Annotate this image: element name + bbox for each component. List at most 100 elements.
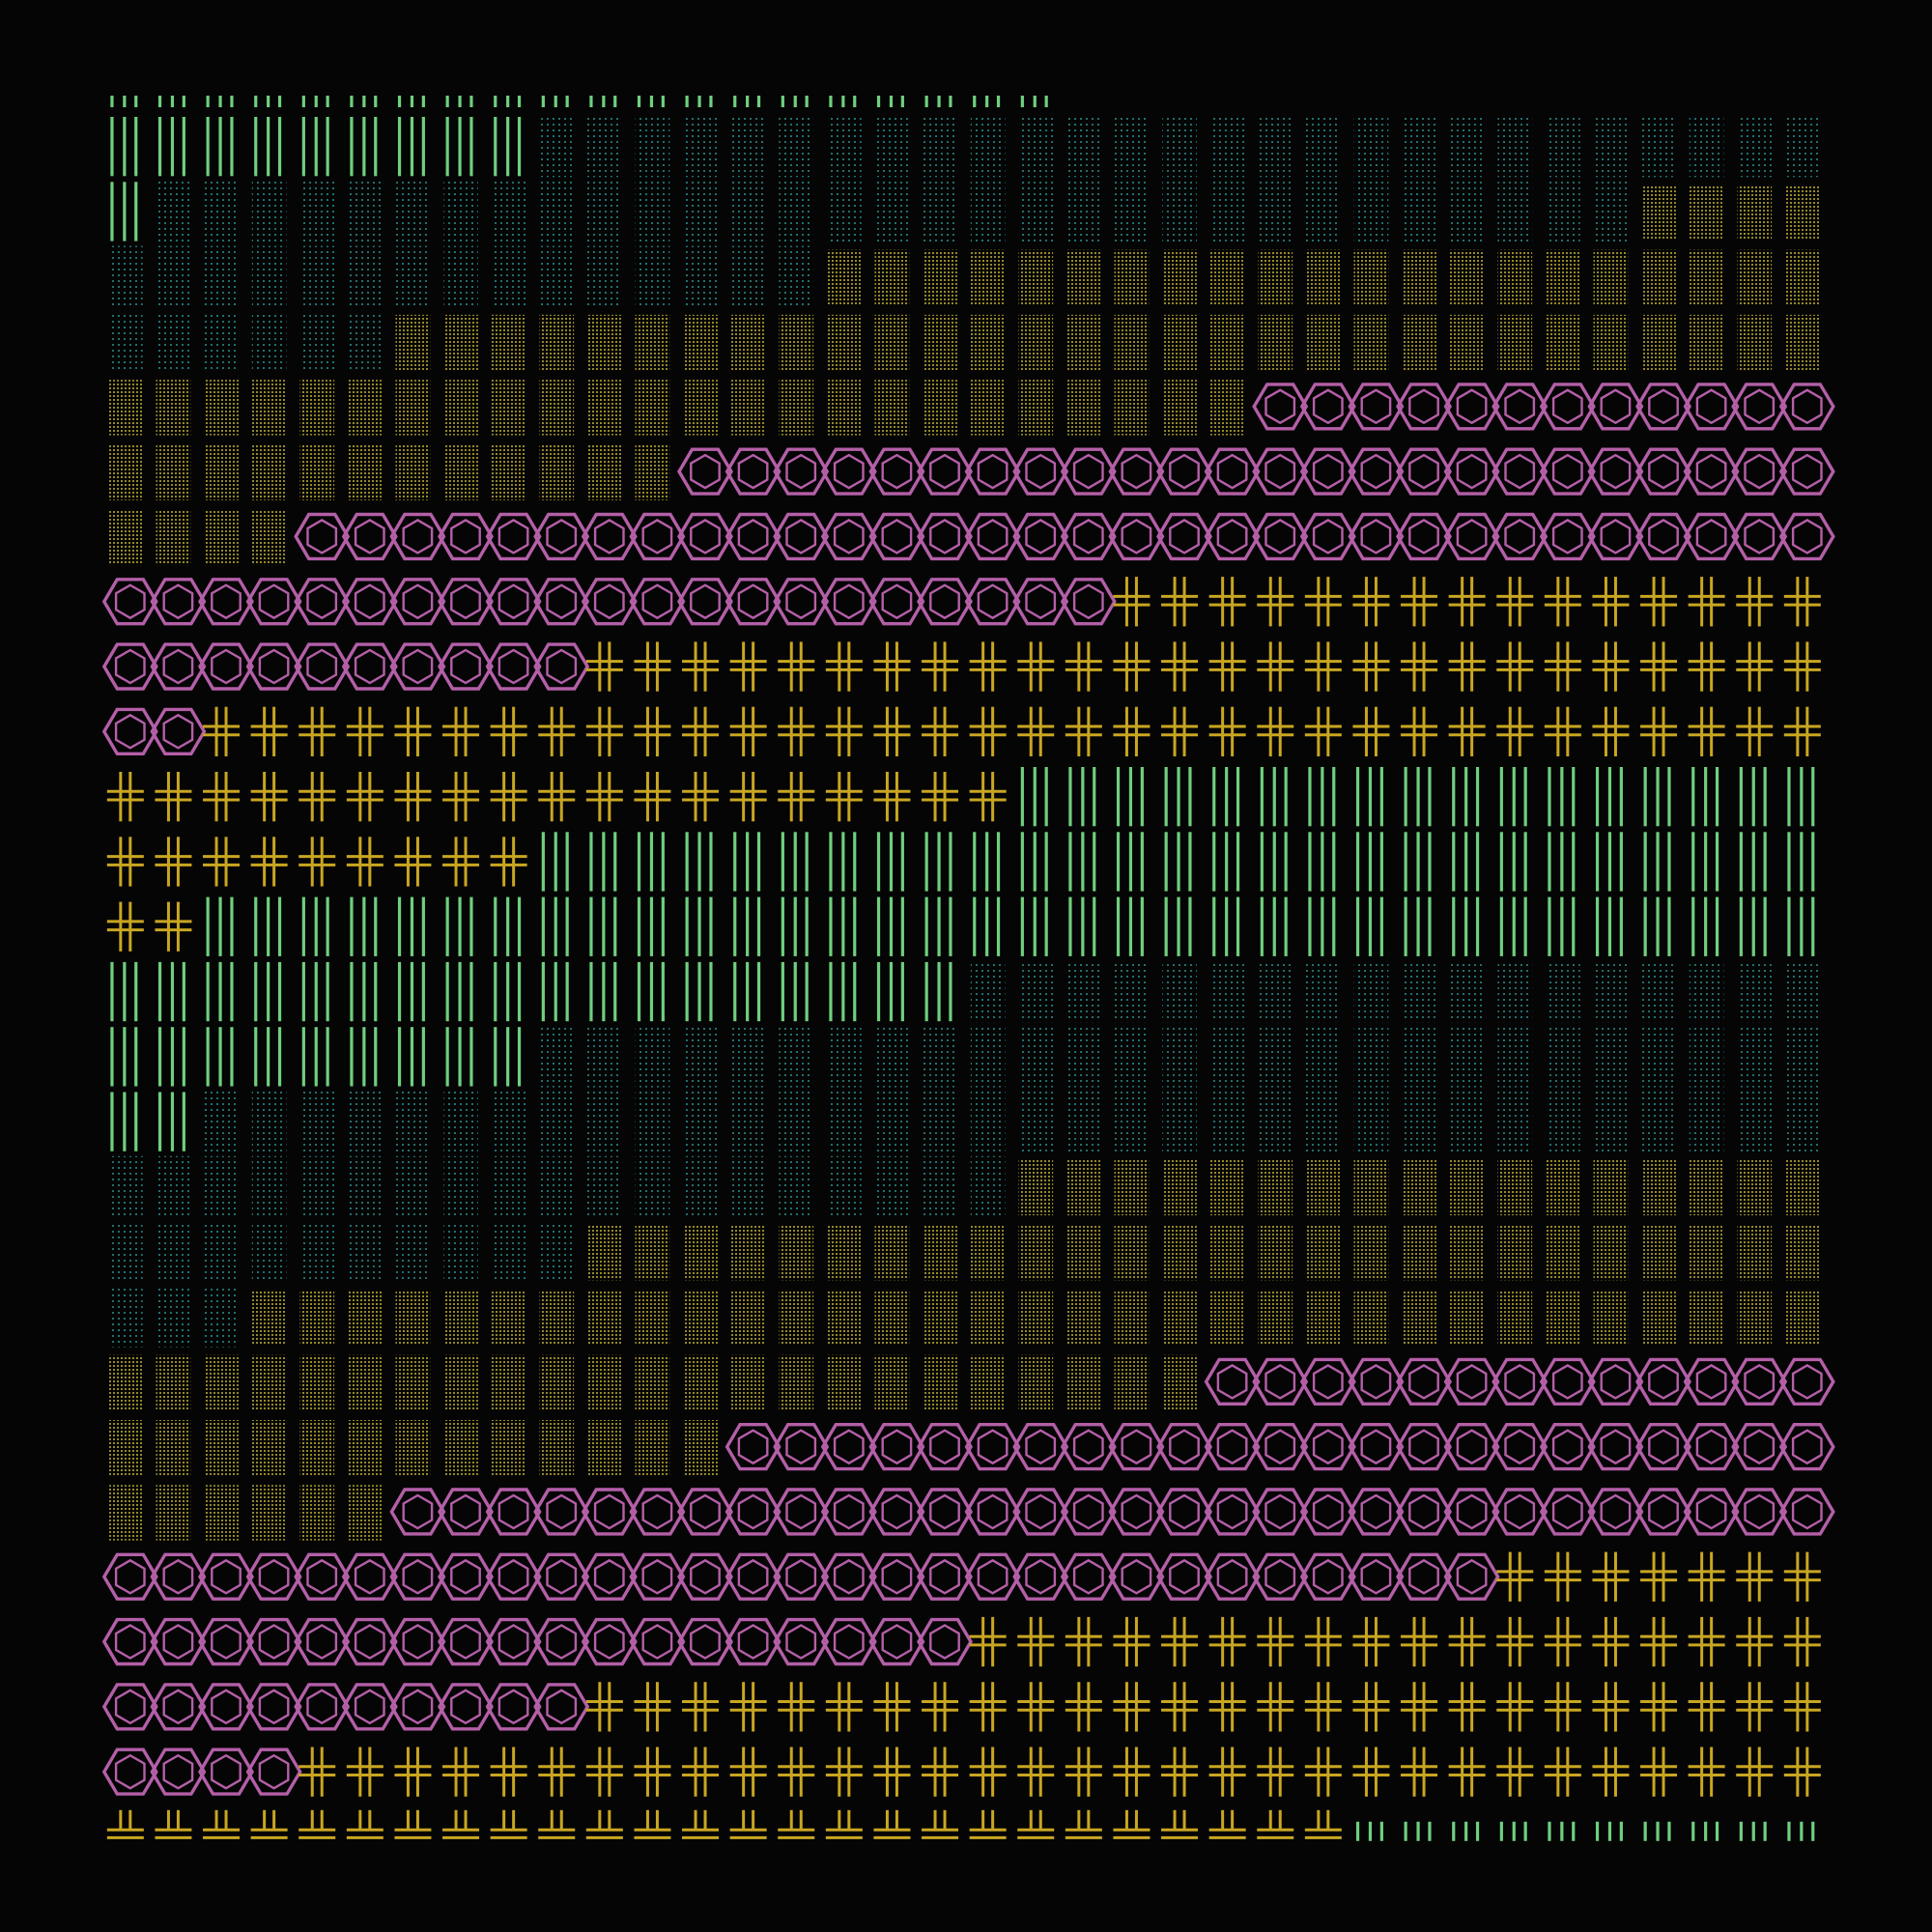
teal-dots-glyph xyxy=(587,1155,622,1218)
bars-glyph xyxy=(110,1092,138,1151)
teal-dots-glyph xyxy=(1258,116,1293,178)
yellow-dots-glyph xyxy=(395,1290,431,1346)
yellow-dots-glyph xyxy=(1689,185,1724,241)
hexagon-glyph xyxy=(1156,1488,1212,1536)
teal-dots-glyph xyxy=(299,1221,335,1283)
hexagon-glyph xyxy=(1012,1552,1069,1601)
teal-dots-glyph xyxy=(251,1155,287,1218)
bars-glyph xyxy=(1020,896,1048,956)
yellow-dots-glyph xyxy=(1353,1159,1389,1216)
cross-glyph xyxy=(1496,706,1534,756)
teal-dots-glyph xyxy=(1641,960,1676,1023)
hexagon-glyph xyxy=(1492,383,1548,431)
hexagon-glyph xyxy=(629,1552,686,1601)
teal-dots-glyph xyxy=(779,245,814,307)
cross-glyph xyxy=(1113,1616,1151,1667)
yellow-dots-glyph xyxy=(1114,314,1150,371)
yellow-dots-glyph xyxy=(395,314,431,371)
teal-dots-glyph xyxy=(730,1026,766,1088)
hexagon-glyph xyxy=(1204,447,1261,496)
cross-glyph xyxy=(634,641,671,692)
hexagon-glyph xyxy=(485,1552,542,1601)
hexagon-glyph xyxy=(964,512,1021,561)
hexagon-glyph xyxy=(533,512,590,561)
hexagon-glyph xyxy=(1348,447,1405,496)
hexagon-glyph xyxy=(389,1552,446,1601)
teal-dots-glyph xyxy=(1641,1091,1676,1152)
yellow-dots-glyph xyxy=(587,314,622,371)
hexagon-glyph xyxy=(1348,1422,1405,1471)
yellow-dots-glyph xyxy=(1689,1225,1724,1281)
yellow-dots-glyph xyxy=(348,444,383,500)
cross-glyph xyxy=(1065,1747,1102,1797)
hexagon-glyph xyxy=(1012,447,1069,496)
cross-glyph xyxy=(106,901,144,952)
cross-glyph xyxy=(969,1682,1007,1732)
teal-dots-glyph xyxy=(1593,181,1629,242)
yellow-dots-glyph xyxy=(204,380,239,436)
bars-glyph xyxy=(301,961,329,1022)
teal-dots-glyph xyxy=(491,1221,526,1283)
teal-dots-glyph xyxy=(1018,960,1054,1023)
bars-glyph xyxy=(1452,767,1480,827)
hexagon-glyph xyxy=(1587,383,1644,431)
cross-glyph xyxy=(1113,1682,1151,1732)
hexagon-glyph xyxy=(1539,447,1596,496)
glyph-grid xyxy=(101,96,1835,1841)
teal-dots-glyph xyxy=(635,1155,670,1218)
teal-dots-glyph xyxy=(1497,1026,1533,1088)
cross-glyph xyxy=(1736,1551,1774,1602)
yellow-dots-glyph xyxy=(1497,249,1533,305)
yellow-dots-glyph xyxy=(827,1354,862,1410)
yellow-dots-glyph xyxy=(827,380,862,436)
yellow-dots-glyph xyxy=(1018,380,1054,436)
yellow-dots-glyph xyxy=(1737,1159,1773,1216)
hexagon-glyph xyxy=(1060,512,1117,561)
hexagon-glyph xyxy=(1778,383,1835,431)
yellow-dots-glyph xyxy=(348,380,383,436)
cross-glyph xyxy=(729,1747,767,1797)
yellow-dots-glyph xyxy=(108,1420,143,1476)
teal-dots-glyph xyxy=(108,310,143,373)
teal-dots-glyph xyxy=(108,245,143,307)
yellow-dots-glyph xyxy=(1306,1290,1341,1346)
hexagon-glyph xyxy=(820,578,877,626)
cross-glyph xyxy=(1113,641,1151,692)
hexagon-glyph xyxy=(1252,1552,1309,1601)
hexagon-glyph xyxy=(1252,1357,1309,1406)
bars-glyph xyxy=(1691,832,1719,892)
teal-dots-glyph xyxy=(970,1026,1006,1088)
bars-glyph xyxy=(157,117,185,177)
bars-glyph xyxy=(1068,832,1096,892)
hexagon-glyph xyxy=(1252,512,1309,561)
cross-glyph xyxy=(442,1747,480,1797)
yellow-dots-glyph xyxy=(1162,1354,1197,1410)
cross-glyph xyxy=(394,772,432,822)
cross-glyph xyxy=(1688,1747,1725,1797)
bars-glyph xyxy=(157,1092,185,1151)
teal-dots-glyph xyxy=(587,1091,622,1152)
ledge-glyph xyxy=(203,1809,241,1839)
yellow-dots-glyph xyxy=(491,1290,526,1346)
hexagon-glyph xyxy=(533,1617,590,1666)
cross-glyph xyxy=(873,1682,911,1732)
hexagon-glyph xyxy=(1731,1422,1788,1471)
cross-glyph xyxy=(682,641,720,692)
hexagon-glyph xyxy=(1204,1357,1261,1406)
yellow-dots-glyph xyxy=(156,380,191,436)
teal-dots-glyph xyxy=(1737,116,1773,178)
yellow-dots-glyph xyxy=(1209,249,1245,305)
hexagon-glyph xyxy=(1778,447,1835,496)
yellow-dots-glyph xyxy=(874,1354,910,1410)
hexagon-glyph xyxy=(150,1747,207,1796)
hexagon-glyph xyxy=(724,447,781,496)
cross-glyph xyxy=(155,901,192,952)
cross-glyph xyxy=(155,837,192,887)
yellow-dots-glyph xyxy=(1353,1225,1389,1281)
yellow-dots-glyph xyxy=(108,1485,143,1541)
hexagon-glyph xyxy=(724,1552,781,1601)
cross-glyph xyxy=(1304,577,1342,627)
bars-glyph xyxy=(1739,767,1767,827)
teal-dots-glyph xyxy=(1497,960,1533,1023)
yellow-dots-glyph xyxy=(395,1420,431,1476)
